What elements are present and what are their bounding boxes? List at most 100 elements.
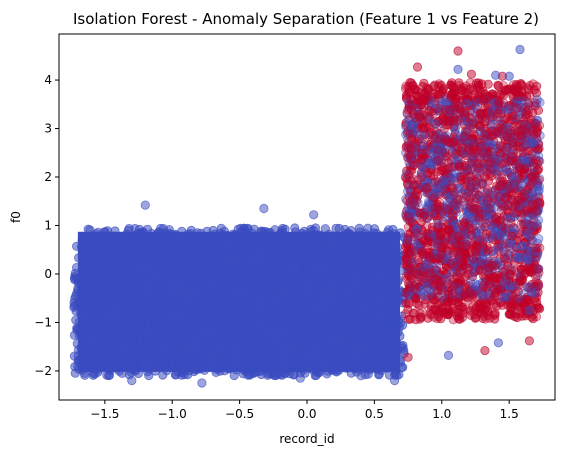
scatter-point: [194, 365, 202, 373]
scatter-point: [382, 356, 390, 364]
scatter-point: [387, 249, 395, 257]
scatter-point: [306, 265, 314, 273]
scatter-point: [148, 267, 156, 275]
scatter-point: [278, 253, 286, 261]
scatter-point: [118, 339, 126, 347]
scatter-point: [310, 333, 318, 341]
scatter-point: [172, 299, 180, 307]
scatter-point: [524, 242, 532, 250]
scatter-point: [136, 344, 144, 352]
scatter-point: [286, 345, 294, 353]
scatter-point: [483, 188, 491, 196]
chart-title: Isolation Forest - Anomaly Separation (F…: [73, 10, 539, 28]
scatter-point: [467, 70, 475, 78]
scatter-point: [236, 321, 244, 329]
scatter-point: [502, 255, 510, 263]
scatter-point: [340, 340, 348, 348]
scatter-point: [460, 273, 468, 281]
scatter-point: [458, 117, 466, 125]
scatter-point: [258, 291, 266, 299]
scatter-point: [130, 338, 138, 346]
scatter-point: [72, 242, 80, 250]
scatter-point: [412, 295, 420, 303]
scatter-point: [445, 138, 453, 146]
scatter-point: [448, 211, 456, 219]
scatter-point: [401, 289, 409, 297]
x-axis: −1.5 −1.0 −0.5 0.0 0.5 1.0 1.5: [90, 400, 518, 421]
scatter-point: [478, 210, 486, 218]
scatter-point: [212, 243, 220, 251]
scatter-point: [372, 339, 380, 347]
scatter-point: [99, 300, 107, 308]
scatter-point: [454, 143, 462, 151]
scatter-point: [116, 312, 124, 320]
scatter-point: [514, 149, 522, 157]
scatter-point: [183, 305, 191, 313]
scatter-point: [166, 240, 174, 248]
scatter-point: [236, 298, 244, 306]
scatter-point: [202, 278, 210, 286]
scatter-point: [483, 303, 491, 311]
scatter-point: [215, 302, 223, 310]
scatter-point: [312, 292, 320, 300]
scatter-point: [525, 146, 533, 154]
scatter-point: [117, 326, 125, 334]
scatter-point: [483, 154, 491, 162]
scatter-point: [383, 364, 391, 372]
scatter-point: [89, 365, 97, 373]
scatter-point: [237, 329, 245, 337]
scatter-point: [247, 283, 255, 291]
scatter-point: [507, 232, 515, 240]
scatter-point: [440, 125, 448, 133]
scatter-point: [74, 357, 82, 365]
scatter-point: [316, 350, 324, 358]
scatter-point: [267, 250, 275, 258]
scatter-point: [192, 304, 200, 312]
scatter-point: [133, 275, 141, 283]
scatter-point: [207, 353, 215, 361]
scatter-point: [437, 90, 445, 98]
scatter-point: [462, 82, 470, 90]
scatter-point: [338, 265, 346, 273]
scatter-point: [175, 260, 183, 268]
scatter-point: [300, 335, 308, 343]
scatter-point: [505, 72, 513, 80]
scatter-point: [525, 306, 533, 314]
scatter-point: [148, 246, 156, 254]
scatter-point: [438, 183, 446, 191]
scatter-point: [434, 146, 442, 154]
scatter-point: [223, 342, 231, 350]
scatter-point: [432, 275, 440, 283]
scatter-point: [464, 249, 472, 257]
scatter-point: [238, 355, 246, 363]
scatter-point: [217, 361, 225, 369]
scatter-point: [96, 282, 104, 290]
scatter-point: [475, 86, 483, 94]
scatter-point: [289, 331, 297, 339]
scatter-point: [333, 232, 341, 240]
scatter-point: [357, 372, 365, 380]
scatter-point: [503, 262, 511, 270]
scatter-point: [468, 120, 476, 128]
scatter-point: [422, 92, 430, 100]
scatter-point: [122, 251, 130, 259]
scatter-point: [377, 332, 385, 340]
scatter-point: [405, 230, 413, 238]
scatter-point: [215, 251, 223, 259]
scatter-point: [242, 364, 250, 372]
scatter-point: [489, 295, 497, 303]
scatter-point: [249, 267, 257, 275]
scatter-point: [93, 336, 101, 344]
scatter-point: [163, 366, 171, 374]
scatter-point: [87, 257, 95, 265]
scatter-point: [474, 245, 482, 253]
scatter-point: [213, 342, 221, 350]
scatter-point: [325, 302, 333, 310]
scatter-point: [360, 311, 368, 319]
scatter-point: [358, 286, 366, 294]
scatter-point: [312, 371, 320, 379]
scatter-point: [336, 292, 344, 300]
scatter-point: [355, 326, 363, 334]
scatter-point: [381, 289, 389, 297]
